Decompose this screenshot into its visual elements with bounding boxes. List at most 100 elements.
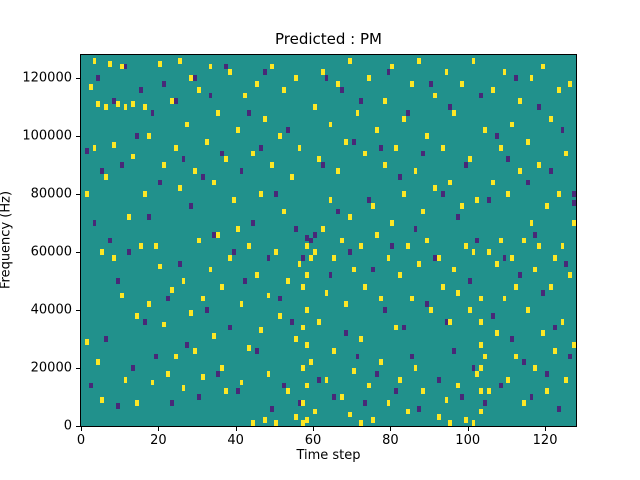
heatmap-cell-high [405,408,410,415]
heatmap-cell-high [266,370,271,377]
heatmap-cell-high [119,63,124,70]
heatmap-cell-low [100,168,105,174]
heatmap-cell-high [305,341,310,348]
heatmap-cell-high [467,307,472,313]
heatmap-cell-low [568,353,573,360]
heatmap-cell-low [131,365,136,371]
heatmap-cell-high [436,414,441,421]
heatmap-cell-high [111,141,116,148]
x-tick-label: 100 [455,433,481,448]
heatmap-cell-high [382,162,387,169]
x-tick-label: 0 [76,433,86,448]
heatmap-cell-high [289,173,294,180]
heatmap-cell-high [285,388,290,395]
heatmap-cell-high [224,156,228,163]
heatmap-cell-high [328,197,333,203]
heatmap-cell-high [92,57,97,64]
x-tick-mark [81,427,82,431]
heatmap-cell-high [386,399,391,406]
heatmap-cell-high [305,243,310,250]
heatmap-cell-high [328,121,333,128]
heatmap-cell-high [247,243,252,250]
heatmap-cell-high [483,353,488,360]
heatmap-cell-high [432,92,437,99]
heatmap-cell-high [479,341,484,348]
heatmap-cell-low [521,359,526,366]
heatmap-cell-high [417,57,422,64]
heatmap-cell-low [297,399,302,406]
heatmap-cell-high [123,376,128,383]
x-tick-mark [313,427,315,431]
heatmap-cell-high [220,365,225,371]
heatmap-cell-high [429,307,433,313]
heatmap-cell-high [421,388,426,395]
heatmap-cell-low [498,382,503,389]
heatmap-cell-low [471,365,476,371]
heatmap-cell-high [498,144,503,151]
heatmap-cell-high [251,420,256,426]
heatmap-cell-high [568,272,573,279]
heatmap-cell-high [374,127,379,134]
heatmap-cell-high [572,341,576,348]
heatmap-cell-high [552,254,557,261]
heatmap-cell-low [208,92,213,99]
y-tick-mark [76,426,80,427]
heatmap-cell-high [189,310,194,316]
heatmap-cell-low [425,301,430,308]
y-tick-mark [76,78,80,80]
heatmap-cell-low [359,98,364,105]
heatmap-cell-low [429,81,433,87]
heatmap-cell-high [139,243,143,250]
heatmap-cell-high [359,243,364,250]
heatmap-cell-high [227,69,232,76]
heatmap-cell-low [324,75,329,82]
heatmap-cell-low [401,324,406,331]
plot-title: Predicted : PM [275,30,382,48]
heatmap-cell-low [386,69,391,76]
heatmap-cell-low [347,249,352,255]
heatmap-cell-high [351,266,356,273]
heatmap-cell-high [216,110,221,116]
heatmap-cell-high [96,101,101,108]
heatmap-cell-high [316,156,321,163]
heatmap-cell-high [108,60,112,67]
heatmap-cell-high [533,365,538,371]
heatmap-cell-low [467,278,472,284]
heatmap-cell-high [448,420,453,426]
heatmap-cell-low [255,347,259,354]
heatmap-cell-low [274,191,279,198]
heatmap-cell-low [564,260,569,267]
heatmap-cell-low [282,382,286,389]
heatmap-cell-high [537,243,542,250]
heatmap-cell-high [115,101,120,108]
heatmap-cell-high [243,92,248,99]
heatmap-cell-high [517,98,522,105]
heatmap-cell-low [150,110,155,116]
y-tick-mark [76,136,80,138]
y-tick-label: 20000 [30,360,72,376]
heatmap-cell-low [173,98,178,105]
heatmap-cell-low [556,405,561,412]
y-tick-mark [76,194,80,196]
heatmap-cell-high [166,370,170,377]
heatmap-cell-high [216,231,221,238]
heatmap-cell-high [490,86,495,93]
heatmap-cell-low [409,353,414,360]
heatmap-cell-low [440,191,445,198]
heatmap-cell-high [309,254,314,261]
heatmap-cell-low [231,249,236,255]
heatmap-cell-low [235,388,240,395]
heatmap-cell-high [305,272,310,279]
heatmap-cell-high [301,324,306,331]
heatmap-cell-low [320,162,325,169]
heatmap-cell-low [351,139,356,145]
heatmap-cell-high [413,168,418,174]
heatmap-cell-high [255,272,259,279]
heatmap-cell-high [270,63,275,70]
heatmap-cell-low [459,394,464,400]
heatmap-cell-high [313,104,317,111]
heatmap-cell-high [340,394,344,400]
heatmap-cell-low [529,394,534,400]
heatmap-cell-high [363,150,368,157]
heatmap-cell-high [297,144,302,151]
